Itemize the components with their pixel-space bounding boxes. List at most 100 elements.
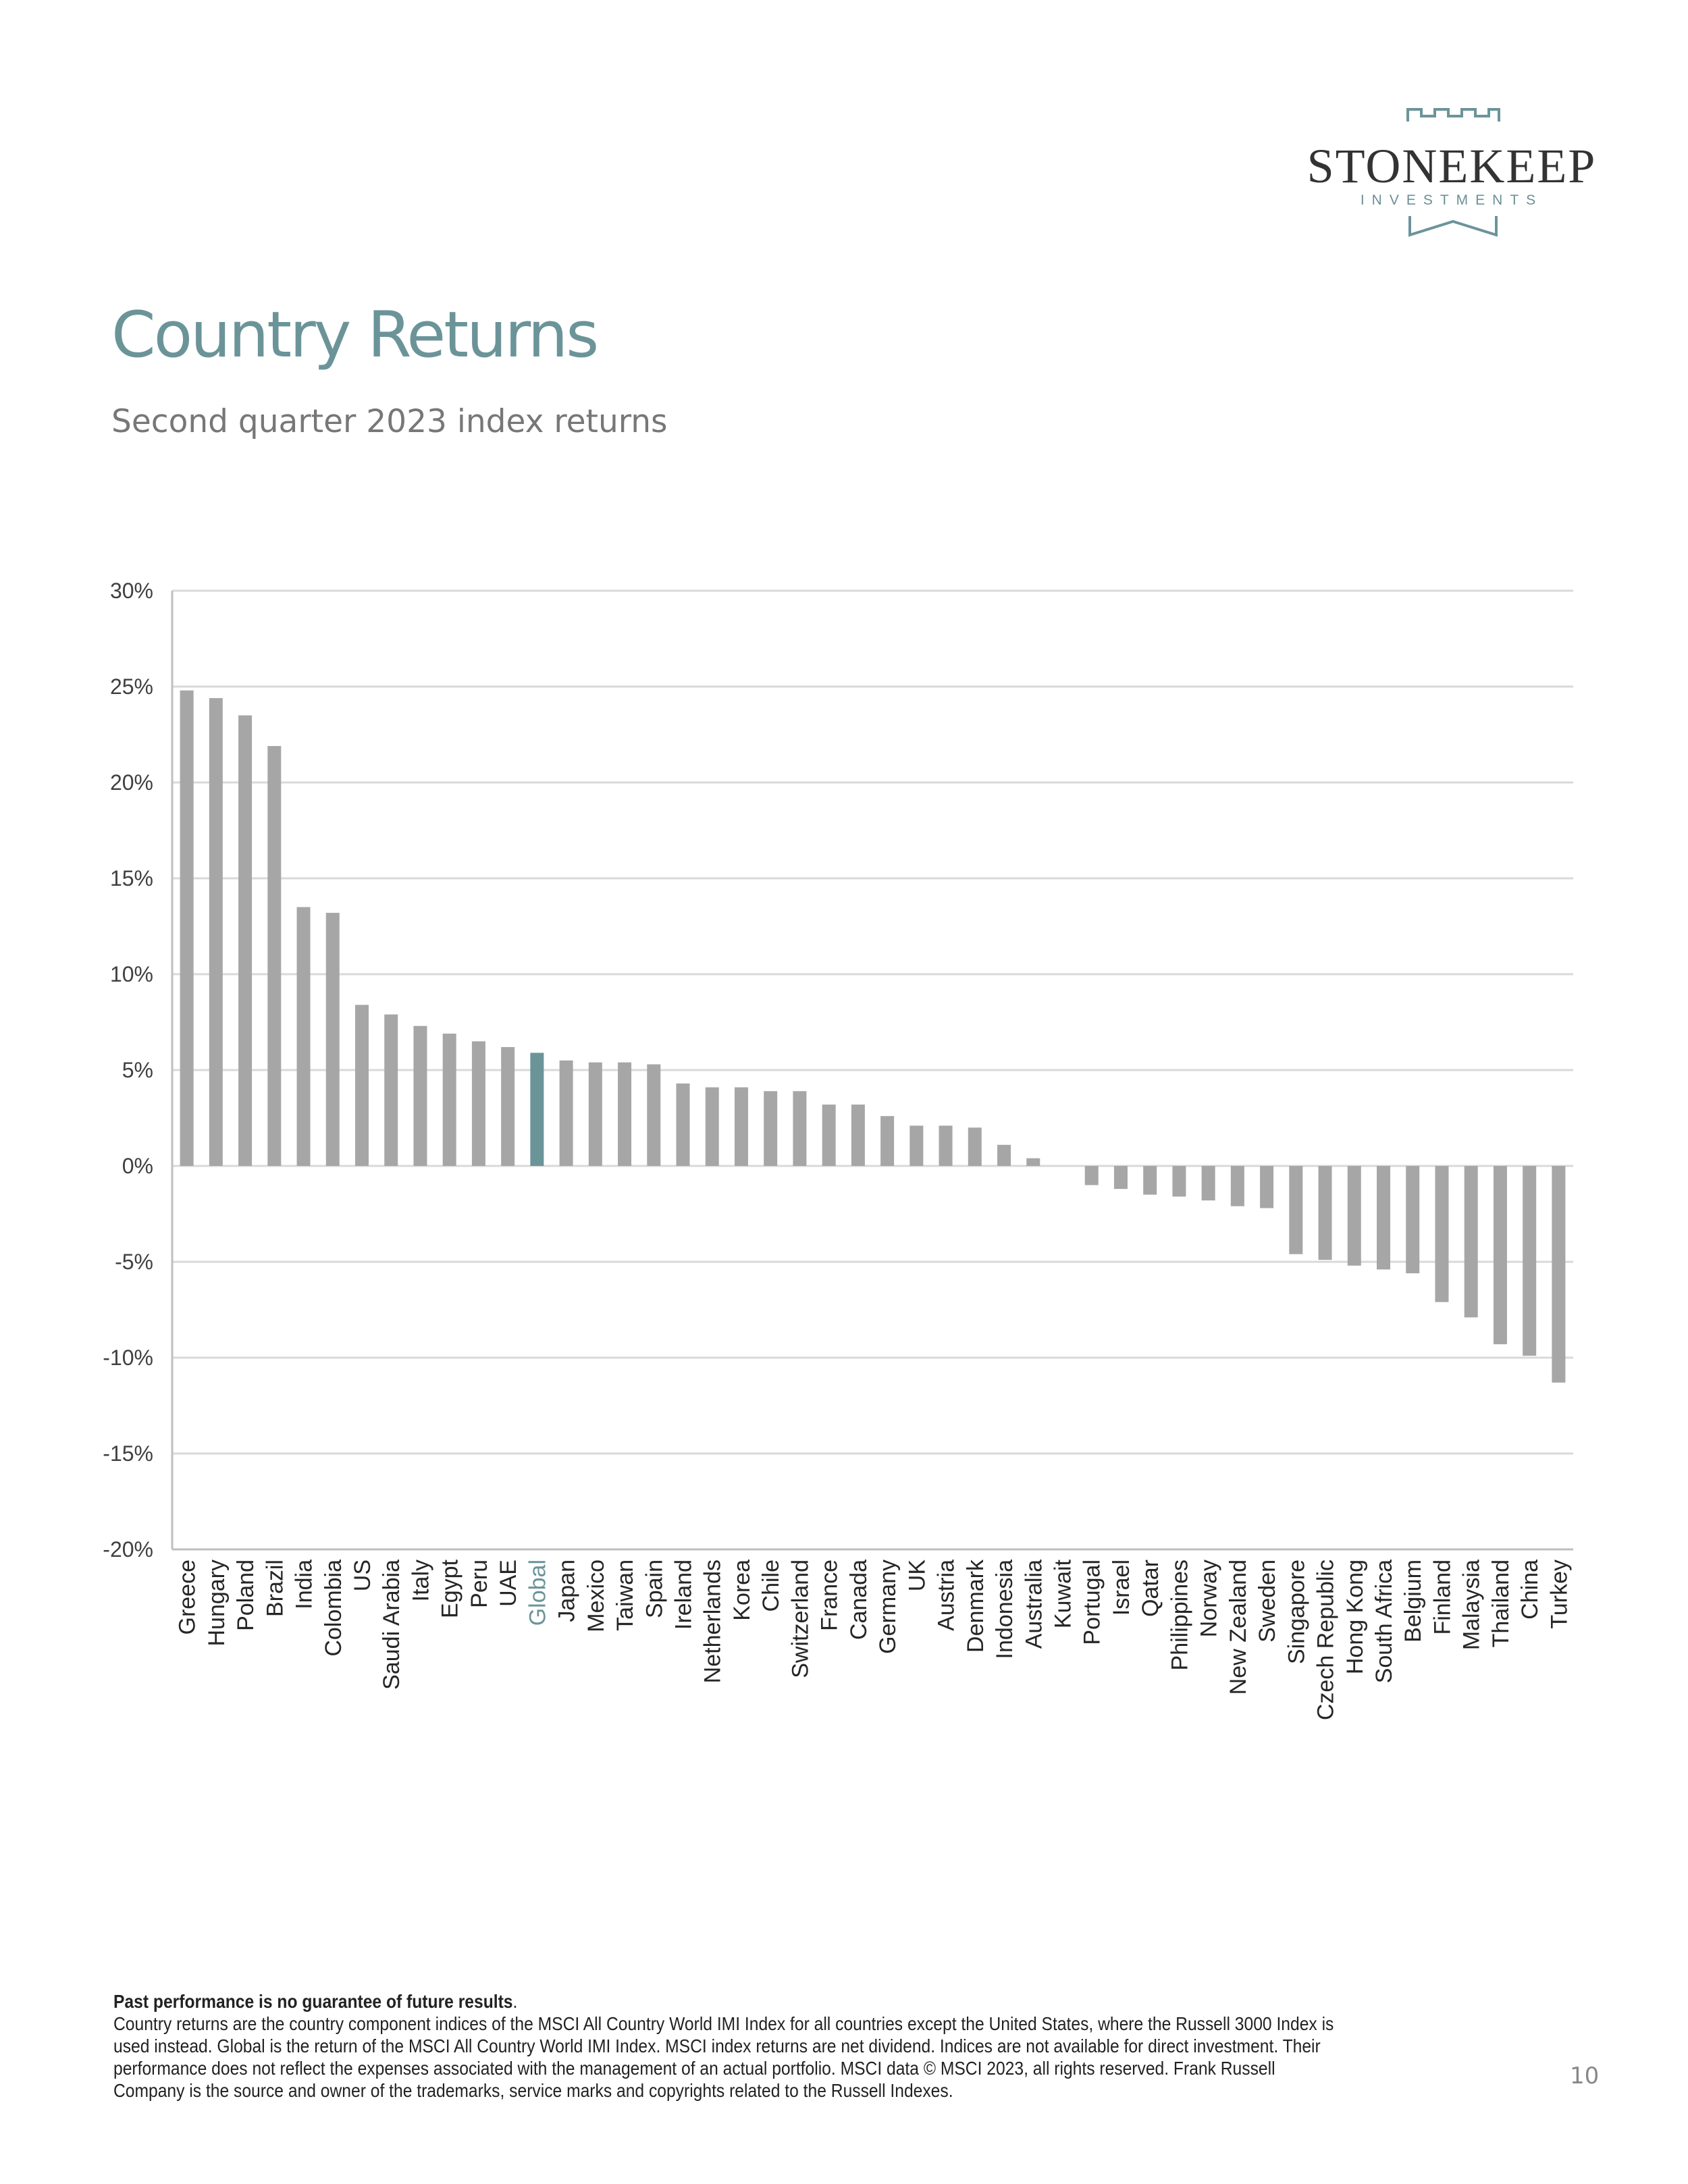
bar (471, 1041, 485, 1166)
x-tick-label: UAE (496, 1560, 521, 1607)
bar (1113, 1166, 1128, 1190)
x-tick-label: South Africa (1371, 1560, 1397, 1683)
x-tick-label: Canada (846, 1560, 872, 1640)
bar (267, 746, 282, 1166)
bar (1347, 1166, 1361, 1266)
country-returns-chart: 30% 25% 20% 15% 10% 5% 0% -5% -10% -15% -20% Greec… (103, 579, 1573, 1720)
bar (1377, 1166, 1391, 1270)
bar (354, 1005, 369, 1166)
bar (1230, 1166, 1244, 1206)
x-tick-label: Australia (1021, 1560, 1047, 1649)
bar (997, 1144, 1011, 1166)
bar (1523, 1166, 1537, 1356)
x-tick-label: Mexico (583, 1560, 609, 1632)
bar (851, 1104, 865, 1166)
bar (880, 1116, 895, 1166)
y-tick-label: -10% (103, 1346, 153, 1370)
x-tick-label: Finland (1429, 1560, 1455, 1635)
bar (325, 913, 340, 1166)
bar (209, 698, 223, 1166)
bar (822, 1104, 836, 1166)
x-tick-label: Philippines (1167, 1560, 1192, 1670)
bar (296, 907, 311, 1166)
x-tick-label: US (350, 1560, 375, 1591)
bar (939, 1125, 953, 1166)
bar (1493, 1166, 1507, 1345)
x-tick-label: Poland (233, 1560, 259, 1631)
footnote-text: Country returns are the country componen… (113, 2013, 1334, 2101)
x-tick-label: Hungary (204, 1560, 230, 1647)
castle-logo-icon (1406, 108, 1500, 237)
y-tick-label: 10% (110, 962, 153, 986)
bar (647, 1064, 661, 1166)
bar (676, 1083, 690, 1166)
bar (530, 1053, 544, 1166)
x-tick-label: Switzerland (787, 1560, 813, 1678)
bar (793, 1091, 807, 1166)
bar (1026, 1158, 1040, 1166)
x-tick-label: Colombia (321, 1560, 346, 1657)
bar (705, 1087, 719, 1166)
x-tick-label: Malaysia (1459, 1560, 1485, 1650)
bar (180, 690, 194, 1166)
x-tick-label: Saudi Arabia (379, 1560, 404, 1690)
x-tick-label: Korea (729, 1560, 755, 1621)
x-tick-label: Ireland (671, 1560, 697, 1630)
x-tick-label: Belgium (1400, 1560, 1426, 1643)
x-tick-label: Norway (1196, 1560, 1222, 1637)
x-tick-label: Portugal (1080, 1560, 1105, 1645)
x-tick-label: France (817, 1560, 843, 1631)
bar (559, 1060, 573, 1166)
x-tick-label: Indonesia (992, 1560, 1018, 1659)
x-tick-labels: Greece Hungary Poland Brazil India Colombia US… (175, 1559, 1573, 1720)
y-tick-label: 25% (110, 674, 153, 699)
bar (1172, 1166, 1186, 1197)
bar (618, 1062, 632, 1166)
logo-name: STONEKEEP (1307, 139, 1597, 193)
x-tick-label: Germany (875, 1560, 901, 1654)
x-tick-label: Chile (758, 1560, 784, 1612)
bar (588, 1062, 602, 1166)
footnote: Past performance is no guarantee of futu… (113, 1991, 1334, 2101)
x-tick-label: Greece (175, 1560, 201, 1635)
x-tick-label: Turkey (1546, 1560, 1572, 1629)
stonekeep-logo: STONEKEEP INVESTMENTS (1276, 101, 1627, 250)
logo-subtitle: INVESTMENTS (1360, 192, 1544, 208)
x-tick-label: China (1517, 1560, 1543, 1620)
bar (909, 1125, 924, 1166)
y-tick-label: 20% (110, 770, 153, 795)
x-tick-label: Thailand (1488, 1560, 1514, 1647)
x-tick-label: Qatar (1138, 1560, 1163, 1617)
y-tick-label: -5% (115, 1250, 153, 1274)
bar-layer (180, 690, 1566, 1383)
x-tick-label: Global (525, 1560, 550, 1626)
x-tick-label: Israel (1109, 1560, 1134, 1616)
x-tick-label: Austria (934, 1560, 959, 1631)
x-tick-label: Czech Republic (1313, 1560, 1339, 1720)
bar (734, 1087, 748, 1166)
y-tick-label: 0% (122, 1154, 153, 1178)
bar (1201, 1166, 1215, 1201)
x-tick-label: Hong Kong (1342, 1560, 1368, 1674)
x-tick-label: Peru (467, 1560, 492, 1608)
x-tick-label: Japan (554, 1560, 580, 1622)
x-tick-label: Denmark (963, 1559, 988, 1653)
bar (764, 1091, 778, 1166)
y-tick-label: 5% (122, 1058, 153, 1082)
axis-layer (171, 591, 1573, 1551)
bar (1143, 1166, 1157, 1195)
page-subtitle: Second quarter 2023 index returns (111, 403, 668, 440)
bar (442, 1034, 456, 1166)
y-tick-label: -15% (103, 1441, 153, 1466)
page-title: Country Returns (111, 298, 599, 372)
x-tick-label: Egypt (438, 1559, 463, 1618)
bar (1435, 1166, 1449, 1302)
bar (384, 1014, 398, 1166)
grid-layer (172, 589, 1573, 1551)
x-tick-label: Netherlands (700, 1560, 726, 1683)
x-tick-label: Singapore (1284, 1560, 1309, 1664)
bar (1464, 1166, 1478, 1318)
bar (1260, 1166, 1274, 1208)
y-tick-label: -20% (103, 1537, 153, 1562)
bar (1318, 1166, 1332, 1260)
